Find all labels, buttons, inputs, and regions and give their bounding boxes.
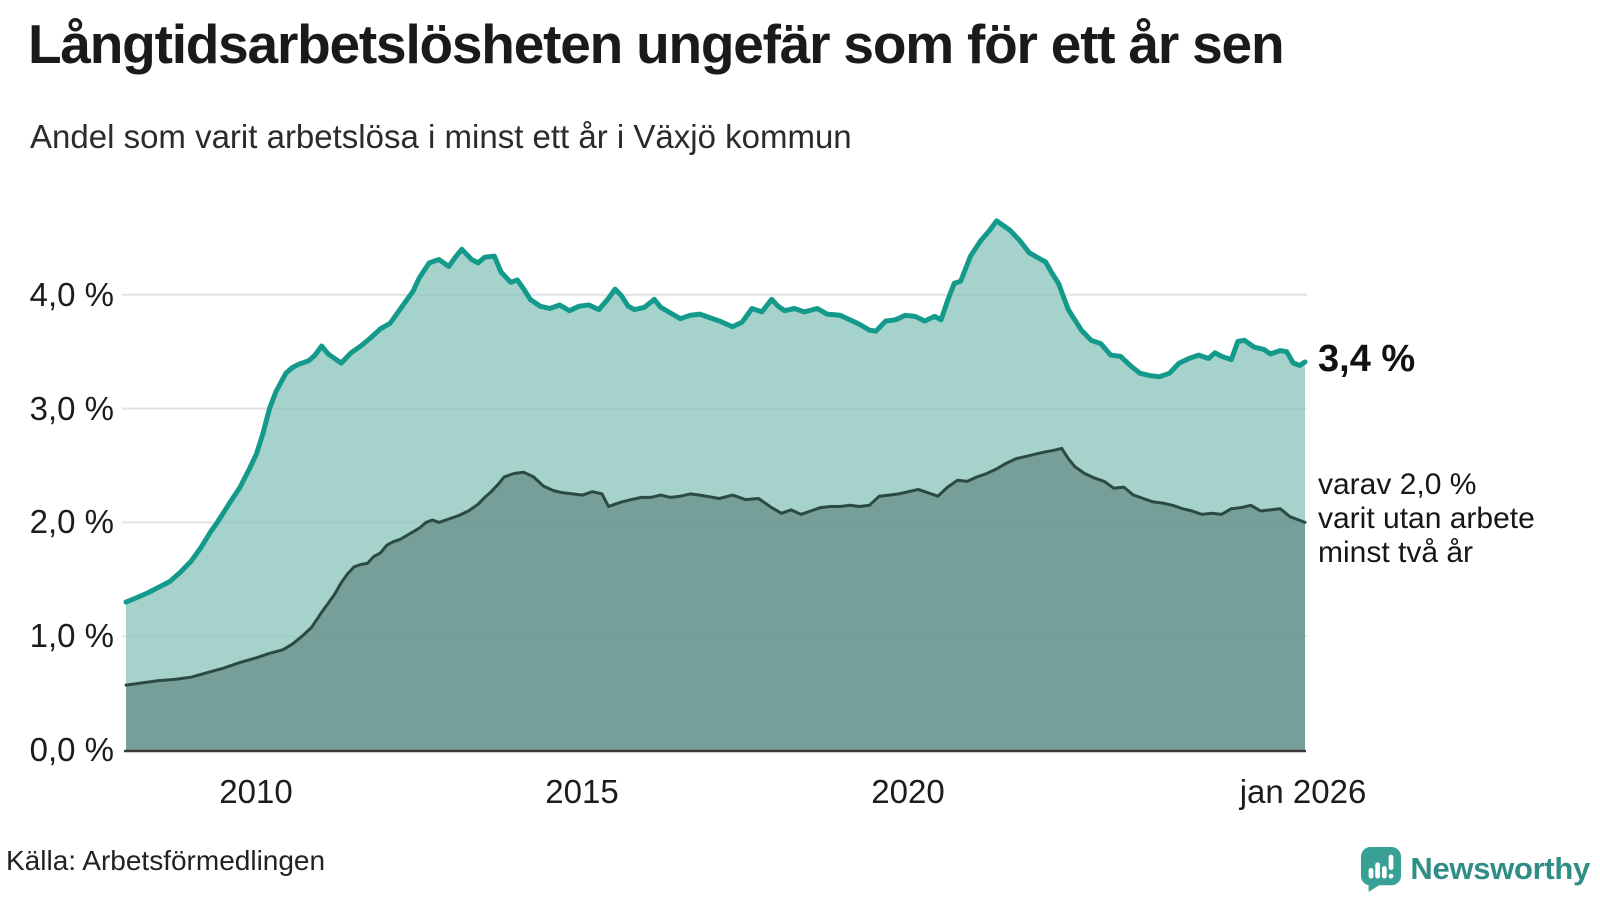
end-value-label: 3,4 % xyxy=(1318,338,1416,380)
series-line xyxy=(123,218,1308,605)
y-tick-4: 4,0 % xyxy=(29,276,114,313)
series-line xyxy=(124,446,1307,687)
x-tick-2010: 2010 xyxy=(219,773,293,810)
y-tick-3: 3,0 % xyxy=(29,390,114,427)
y-tick-2: 2,0 % xyxy=(29,503,114,540)
area-chart xyxy=(122,218,1308,753)
newsworthy-wordmark: Newsworthy xyxy=(1410,851,1590,886)
y-tick-1: 1,0 % xyxy=(29,617,114,654)
secondary-annotation: varav 2,0 % varit utan arbete minst två … xyxy=(1318,468,1535,569)
newsworthy-logo: Newsworthy xyxy=(1360,845,1590,893)
area-fill xyxy=(126,448,1305,750)
page-title: Långtidsarbetslösheten ungefär som för e… xyxy=(28,13,1285,75)
page-subtitle: Andel som varit arbetslösa i minst ett å… xyxy=(30,118,852,155)
y-tick-0: 0,0 % xyxy=(29,731,114,768)
source-credit: Källa: Arbetsförmedlingen xyxy=(6,845,326,876)
area-fill xyxy=(126,220,1305,751)
x-tick-2015: 2015 xyxy=(545,773,619,810)
newsworthy-logo-icon xyxy=(1360,846,1402,892)
x-tick-2020: 2020 xyxy=(871,773,945,810)
x-tick-jan-2026: jan 2026 xyxy=(1239,773,1367,810)
